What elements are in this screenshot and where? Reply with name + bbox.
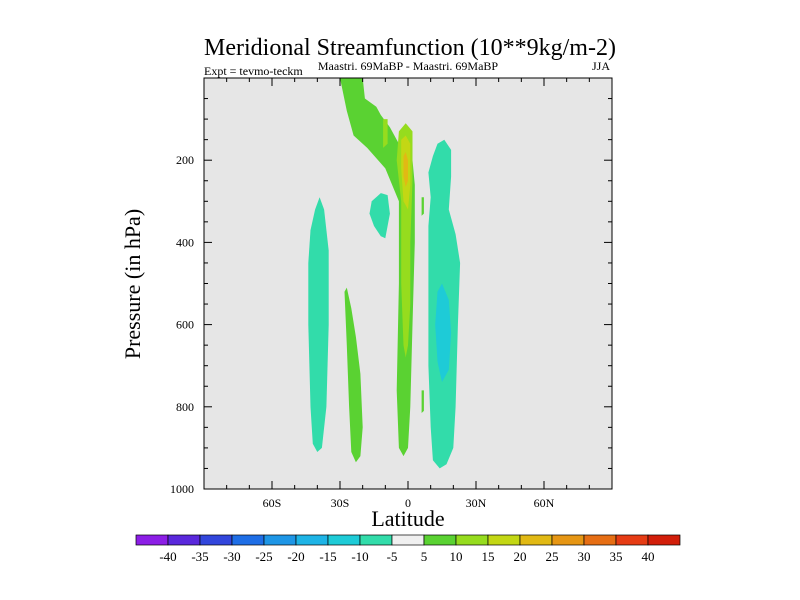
colorbar-swatch <box>199 534 233 546</box>
x-tick-label: 0 <box>405 496 411 510</box>
colorbar-tick-label: -20 <box>287 549 304 564</box>
colorbar-tick-label: -5 <box>387 549 398 564</box>
y-tick-label: 200 <box>176 153 194 167</box>
colorbar-tick-label: 20 <box>514 549 527 564</box>
colorbar-tick-label: -40 <box>159 549 176 564</box>
y-tick-label: 1000 <box>170 482 194 496</box>
colorbar-swatch <box>167 534 201 546</box>
colorbar-tick-label: 10 <box>450 549 463 564</box>
colorbar-swatch <box>487 534 521 546</box>
contour-sh-negative-cell <box>308 197 329 452</box>
colorbar: -40 -35 -30 -25 -20 -15 -10 -5 5 10 15 20 25 30 35 40 <box>135 534 681 564</box>
colorbar-tick-label: 5 <box>421 549 428 564</box>
colorbar-swatch <box>295 534 329 546</box>
contour-upper-positive-blob <box>383 119 388 148</box>
colorbar-swatch <box>423 534 457 546</box>
colorbar-tick-label: -10 <box>351 549 368 564</box>
contour-tropical-positive-cell-20 <box>403 152 408 187</box>
colorbar-tick-label: -35 <box>191 549 208 564</box>
contour-fills <box>308 78 461 469</box>
contour-small-positive-sliver-upper <box>421 197 424 216</box>
contour-small-positive-sliver-lower <box>421 390 424 413</box>
x-tick-label: 30S <box>331 496 350 510</box>
colorbar-tick-label: -25 <box>255 549 272 564</box>
colorbar-tick-label: -15 <box>319 549 336 564</box>
experiment-label: Expt = tevmo-teckm <box>204 64 303 78</box>
season-label: JJA <box>592 59 610 73</box>
chart-title: Meridional Streamfunction (10**9kg/m-2) <box>204 35 616 61</box>
y-tick-label: 400 <box>176 235 194 249</box>
x-tick-label: 60N <box>534 496 555 510</box>
colorbar-swatch <box>327 534 361 546</box>
colorbar-swatch <box>455 534 489 546</box>
colorbar-swatch <box>615 534 649 546</box>
y-tick-label: 600 <box>176 318 194 332</box>
colorbar-swatch <box>583 534 617 546</box>
contour-sh-subtropic-positive <box>344 287 363 463</box>
colorbar-swatch <box>551 534 585 546</box>
colorbar-tick-label: 40 <box>642 549 655 564</box>
colorbar-swatch <box>391 534 425 546</box>
contour-tropical-positive-cell <box>340 78 415 457</box>
axis-ticks: 60S 30S 0 30N 60N 200 400 600 800 1000 <box>170 78 612 510</box>
contour-sh-small-negative <box>369 193 390 239</box>
colorbar-swatch <box>135 534 169 546</box>
colorbar-tick-label: -30 <box>223 549 240 564</box>
period-label: Maastri. 69MaBP - Maastri. 69MaBP <box>318 59 499 73</box>
colorbar-swatch <box>519 534 553 546</box>
x-tick-label: 30N <box>466 496 487 510</box>
colorbar-tick-label: 15 <box>482 549 495 564</box>
colorbar-tick-label: 25 <box>546 549 559 564</box>
y-axis-label: Pressure (in hPa) <box>120 209 145 359</box>
y-tick-label: 800 <box>176 400 194 414</box>
contour-nh-negative-cell-10 <box>435 283 452 383</box>
colorbar-tick-label: 30 <box>578 549 591 564</box>
colorbar-swatch <box>647 534 681 546</box>
colorbar-swatch <box>263 534 297 546</box>
colorbar-tick-label: 35 <box>610 549 623 564</box>
colorbar-swatch <box>359 534 393 546</box>
colorbar-swatch <box>231 534 265 546</box>
x-axis-label: Latitude <box>371 506 444 531</box>
x-tick-label: 60S <box>263 496 282 510</box>
